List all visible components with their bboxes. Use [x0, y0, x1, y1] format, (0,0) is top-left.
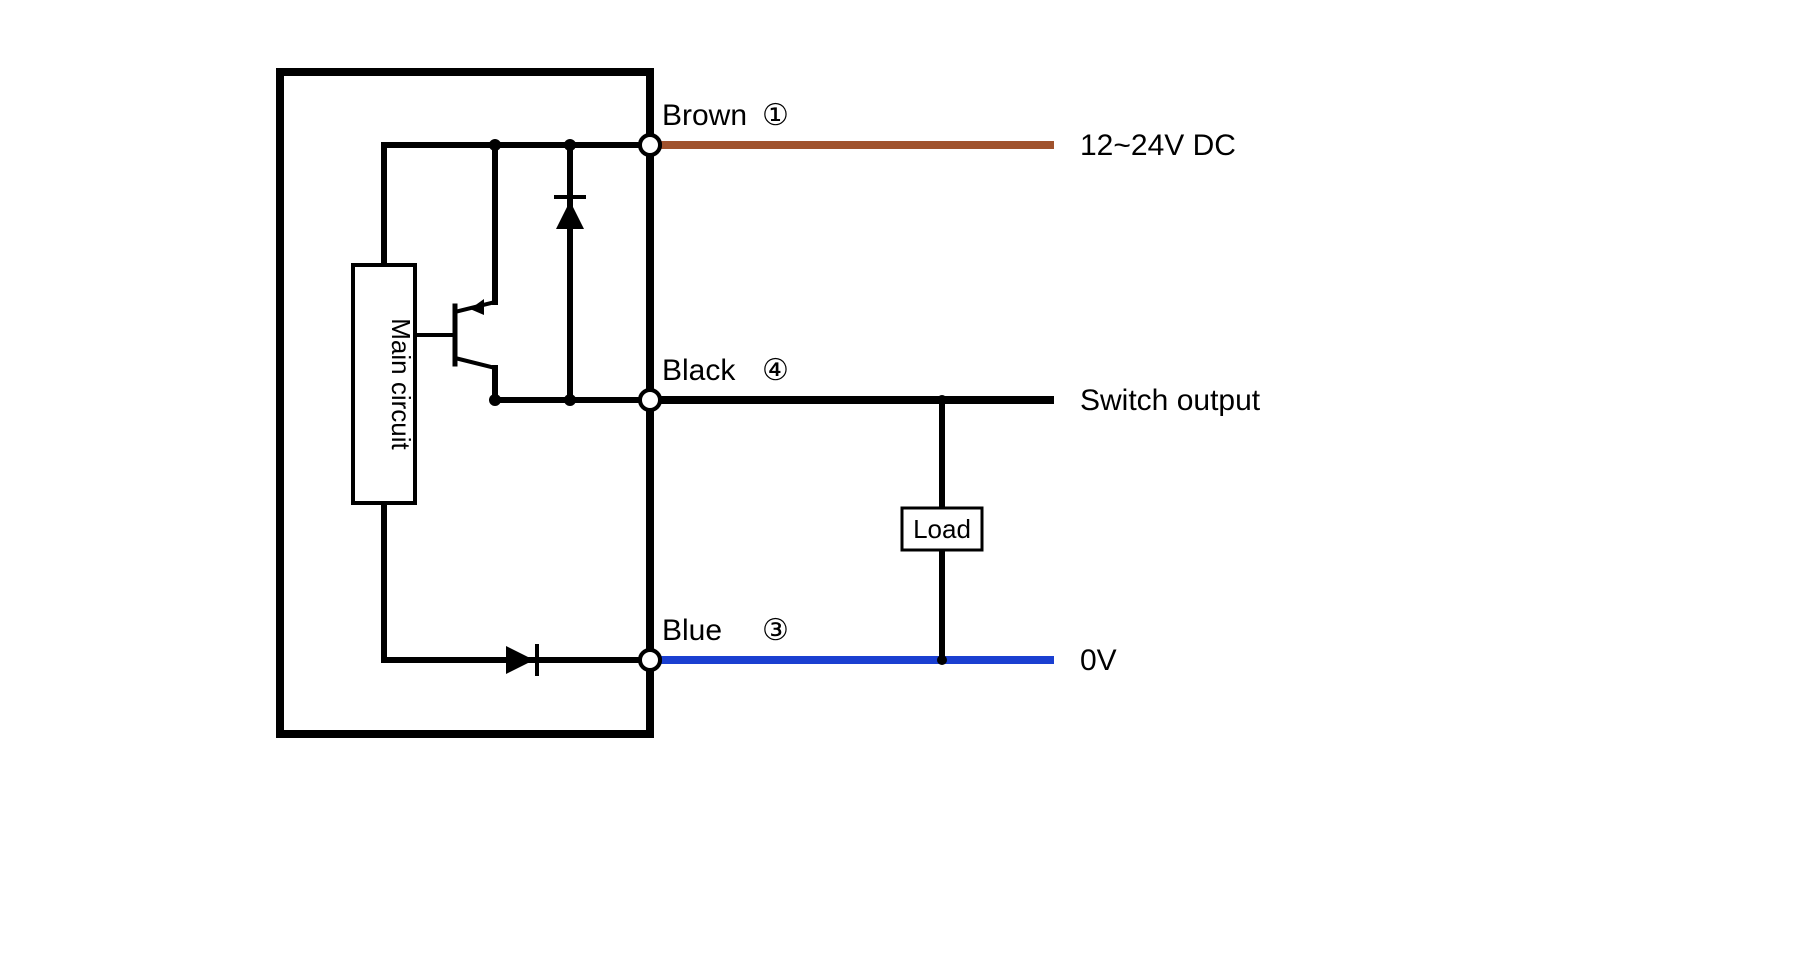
node-trans-top: [489, 139, 501, 151]
pin-black: ④: [762, 354, 789, 387]
node-load-top: [937, 395, 947, 405]
node-diode-mid: [564, 394, 576, 406]
load-label: Load: [913, 514, 971, 544]
node-trans-mid: [489, 394, 501, 406]
right-label-brown: 12~24V DC: [1080, 129, 1236, 162]
wiring-diagram: Brown ① 12~24V DC Black ④ Switch output Blue ③ 0…: [0, 0, 1816, 973]
right-label-blue: 0V: [1080, 644, 1117, 677]
node-load-bot: [937, 655, 947, 665]
label-brown: Brown: [662, 99, 747, 132]
node-diode-top: [564, 139, 576, 151]
pin-brown: ①: [762, 99, 789, 132]
label-black: Black: [662, 354, 736, 387]
main-circuit-label: Main circuit: [386, 318, 416, 450]
pin-blue: ③: [762, 614, 789, 647]
right-label-black: Switch output: [1080, 384, 1261, 417]
label-blue: Blue: [662, 614, 722, 647]
